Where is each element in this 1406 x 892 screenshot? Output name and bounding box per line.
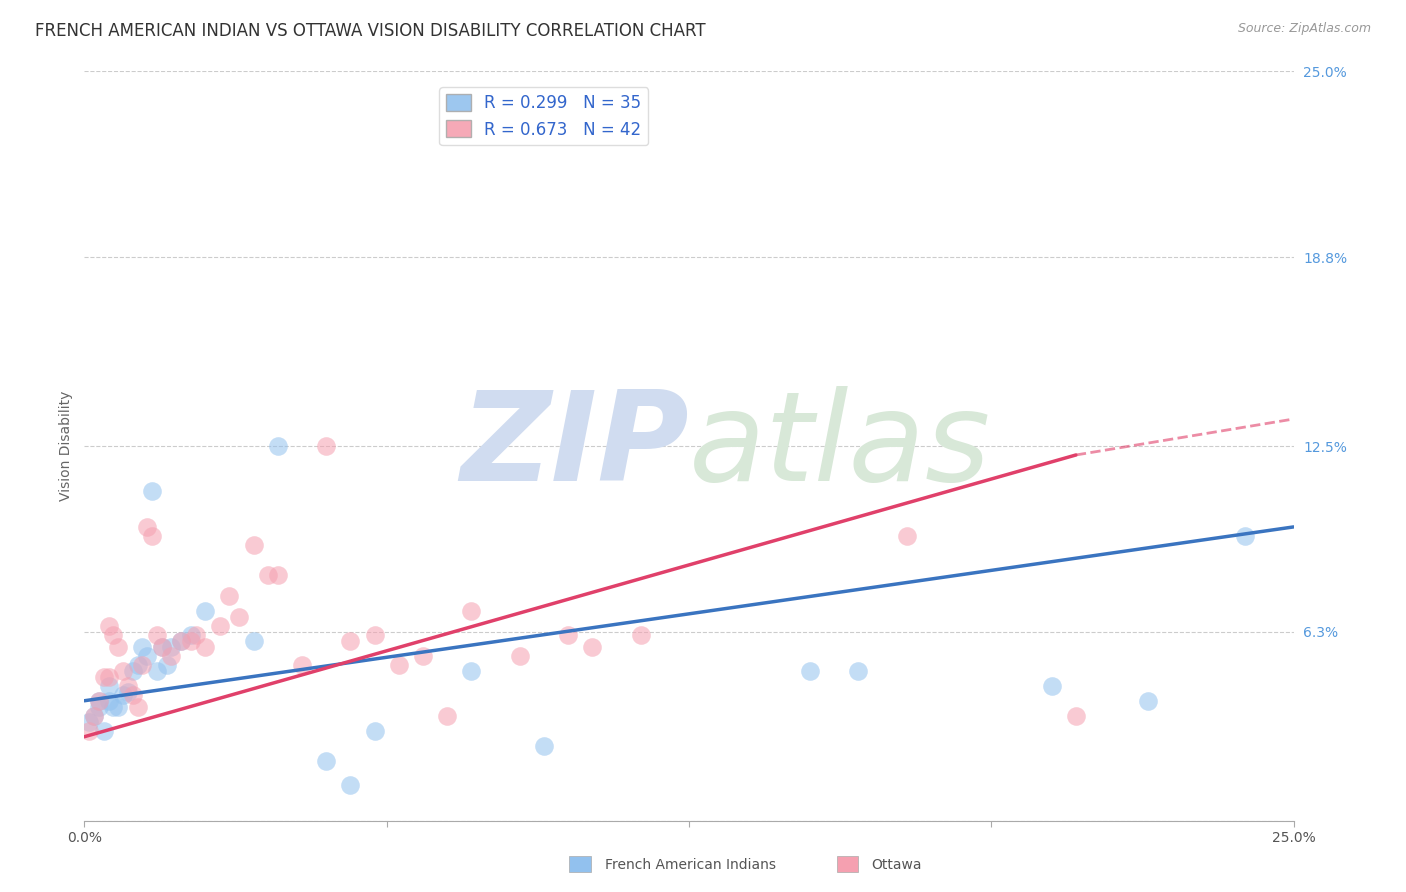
Point xyxy=(291,657,314,672)
Point xyxy=(509,648,531,663)
Point xyxy=(146,628,169,642)
Point xyxy=(107,640,129,654)
Point xyxy=(131,640,153,654)
Point xyxy=(155,657,177,672)
Point xyxy=(799,664,821,678)
Point xyxy=(557,628,579,642)
Y-axis label: Vision Disability: Vision Disability xyxy=(59,391,73,501)
Point xyxy=(136,520,159,534)
Point xyxy=(103,628,125,642)
Legend: R = 0.299   N = 35, R = 0.673   N = 42: R = 0.299 N = 35, R = 0.673 N = 42 xyxy=(440,87,648,145)
Text: Ottawa: Ottawa xyxy=(872,858,922,872)
Point xyxy=(218,589,240,603)
Point xyxy=(242,538,264,552)
Point xyxy=(581,640,603,654)
Point xyxy=(846,664,869,678)
Point xyxy=(87,699,110,714)
Point xyxy=(242,633,264,648)
Point xyxy=(117,679,139,693)
Point xyxy=(388,657,411,672)
Point xyxy=(1137,694,1160,708)
Point xyxy=(160,640,183,654)
Point xyxy=(1040,679,1063,693)
Point xyxy=(257,567,280,582)
Point xyxy=(112,664,135,678)
Point xyxy=(107,699,129,714)
Text: atlas: atlas xyxy=(689,385,991,507)
Point xyxy=(93,670,115,684)
Point xyxy=(170,633,193,648)
Point xyxy=(315,754,337,768)
Point xyxy=(97,679,120,693)
Point xyxy=(194,640,217,654)
Point xyxy=(87,694,110,708)
Point xyxy=(83,708,105,723)
Point xyxy=(160,648,183,663)
Point xyxy=(208,619,231,633)
Point xyxy=(170,633,193,648)
Point xyxy=(1064,708,1087,723)
Point xyxy=(83,708,105,723)
Point xyxy=(141,529,163,543)
Point xyxy=(131,657,153,672)
Point xyxy=(315,439,337,453)
Point xyxy=(339,633,361,648)
Point xyxy=(228,610,250,624)
Point xyxy=(77,723,100,738)
Point xyxy=(630,628,652,642)
Point xyxy=(77,714,100,729)
Point xyxy=(460,604,482,618)
Point xyxy=(103,699,125,714)
Point xyxy=(93,723,115,738)
Point xyxy=(194,604,217,618)
Point xyxy=(97,670,120,684)
Point xyxy=(97,619,120,633)
Point xyxy=(127,657,149,672)
Text: Source: ZipAtlas.com: Source: ZipAtlas.com xyxy=(1237,22,1371,36)
Point xyxy=(363,628,385,642)
Point xyxy=(180,628,202,642)
Point xyxy=(1234,529,1257,543)
Text: French American Indians: French American Indians xyxy=(605,858,776,872)
Point xyxy=(117,685,139,699)
Point xyxy=(533,739,555,753)
Point xyxy=(180,633,202,648)
Point xyxy=(267,439,290,453)
Text: FRENCH AMERICAN INDIAN VS OTTAWA VISION DISABILITY CORRELATION CHART: FRENCH AMERICAN INDIAN VS OTTAWA VISION … xyxy=(35,22,706,40)
Point xyxy=(87,694,110,708)
Point xyxy=(896,529,918,543)
Point xyxy=(127,699,149,714)
Point xyxy=(267,567,290,582)
Point xyxy=(339,778,361,792)
Point xyxy=(436,708,458,723)
Point xyxy=(97,694,120,708)
Point xyxy=(150,640,173,654)
Point xyxy=(146,664,169,678)
Point xyxy=(121,664,143,678)
Point xyxy=(150,640,173,654)
Point xyxy=(184,628,207,642)
Point xyxy=(136,648,159,663)
Text: ZIP: ZIP xyxy=(460,385,689,507)
Point xyxy=(141,483,163,498)
Point xyxy=(363,723,385,738)
Point xyxy=(412,648,434,663)
Point xyxy=(121,688,143,702)
Point xyxy=(112,688,135,702)
Point xyxy=(460,664,482,678)
